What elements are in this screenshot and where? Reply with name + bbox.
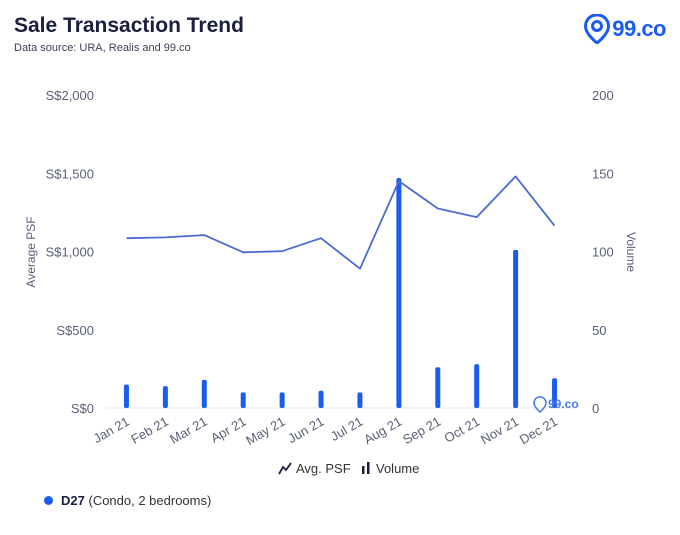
volume-bar[interactable]: [240, 392, 246, 408]
avg-psf-line: [126, 175, 556, 270]
bar-chart-icon: [362, 466, 365, 474]
x-tick-label: May 21: [243, 414, 287, 448]
volume-bar[interactable]: [435, 367, 441, 408]
volume-bar[interactable]: [279, 392, 285, 408]
volume-bar[interactable]: [162, 386, 168, 408]
chart: S$0 S$500 S$1,000 S$1,500 S$2,000 0 50 100 150 2…: [24, 88, 638, 476]
left-axis: S$0 S$500 S$1,000 S$1,500 S$2,000: [46, 88, 94, 416]
brand-logo-text: 99.co: [612, 16, 666, 41]
watermark-pin-icon: [533, 396, 547, 414]
chart-subtitle: Data source: URA, Realis and 99.co: [14, 42, 191, 54]
volume-bar[interactable]: [357, 392, 363, 408]
series-legend: D27 (Condo, 2 bedrooms): [44, 493, 211, 508]
y-tick-left: S$2,000: [46, 88, 94, 103]
x-tick-label: Jul 21: [328, 414, 366, 444]
x-tick-label: Mar 21: [167, 414, 210, 447]
legend-item-avg-psf[interactable]: Avg. PSF: [278, 461, 351, 476]
volume-bars: [123, 177, 558, 408]
volume-bar[interactable]: [396, 177, 402, 408]
volume-bar[interactable]: [552, 378, 558, 408]
legend-item-volume[interactable]: Volume: [362, 461, 419, 476]
x-tick-label: Dec 21: [517, 414, 560, 448]
brand-logo[interactable]: 99.co: [584, 14, 666, 44]
y-tick-right: 0: [592, 401, 599, 416]
series-dot: [44, 496, 53, 505]
y-axis-label-right: Volume: [624, 232, 638, 272]
volume-bar[interactable]: [513, 249, 519, 408]
chart-title: Sale Transaction Trend: [14, 14, 244, 37]
x-tick-label: Feb 21: [128, 414, 171, 447]
bar-chart-icon-bar: [367, 462, 370, 474]
volume-bar[interactable]: [201, 379, 207, 408]
volume-bar[interactable]: [123, 384, 129, 408]
series-label: D27: [61, 493, 85, 508]
x-tick-label: Sep 21: [400, 414, 443, 448]
x-tick-label: Nov 21: [478, 414, 521, 448]
series-detail: (Condo, 2 bedrooms): [88, 493, 212, 508]
y-tick-right: 100: [592, 245, 614, 260]
legend-label-avg-psf: Avg. PSF: [296, 461, 351, 476]
y-tick-left: S$1,500: [46, 166, 94, 181]
chart-legend[interactable]: Avg. PSF Volume: [278, 461, 419, 476]
legend-label-volume: Volume: [376, 461, 419, 476]
y-tick-left: S$500: [56, 323, 94, 338]
volume-bar[interactable]: [318, 390, 324, 408]
right-axis: 0 50 100 150 200: [592, 88, 614, 416]
x-tick-label: Oct 21: [442, 414, 483, 446]
y-tick-left: S$0: [71, 401, 94, 416]
x-tick-label: Jan 21: [91, 414, 132, 447]
y-tick-right: 50: [592, 323, 606, 338]
x-tick-label: Jun 21: [285, 414, 326, 447]
chart-watermark: 99.co: [533, 396, 579, 414]
y-tick-right: 200: [592, 88, 614, 103]
x-tick-label: Apr 21: [208, 414, 249, 446]
line-chart-icon: [278, 462, 292, 475]
y-tick-left: S$1,000: [46, 245, 94, 260]
volume-bar[interactable]: [474, 364, 480, 408]
watermark-text: 99.co: [548, 397, 579, 411]
y-axis-label-left: Average PSF: [24, 216, 38, 287]
x-tick-label: Aug 21: [361, 414, 404, 448]
location-pin-icon: [584, 14, 611, 44]
y-tick-right: 150: [592, 166, 614, 181]
